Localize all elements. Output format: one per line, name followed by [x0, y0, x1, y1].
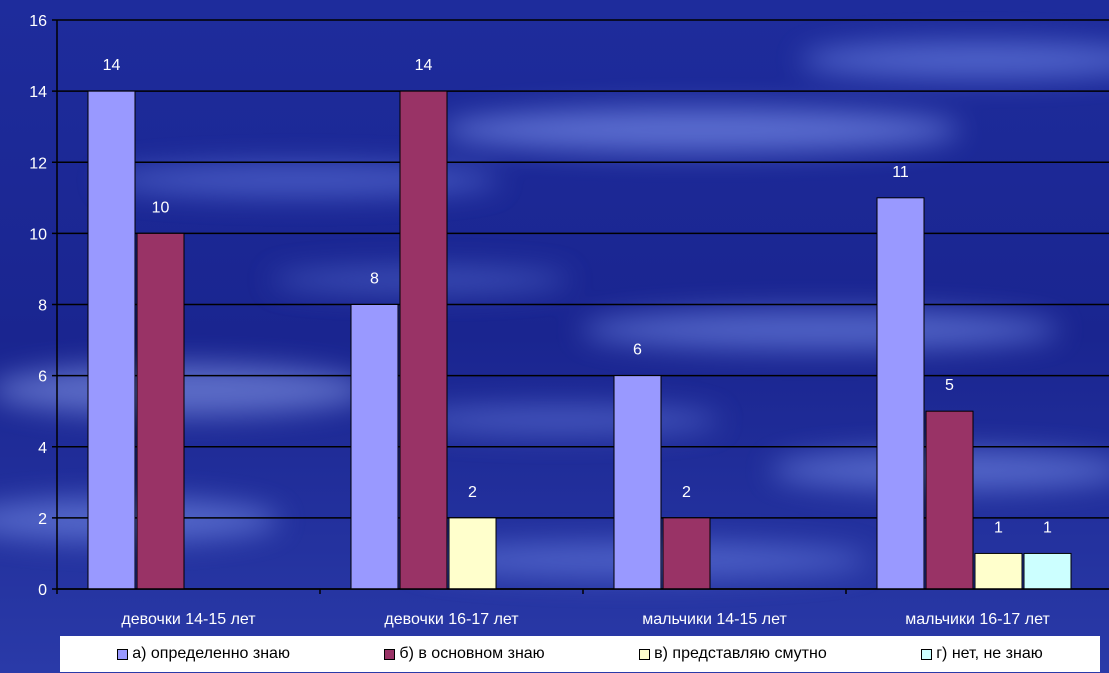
legend-swatch [639, 648, 651, 660]
legend-label: г) нет, не знаю [936, 645, 1043, 662]
data-label: 2 [468, 484, 477, 501]
data-label: 1 [994, 519, 1003, 536]
data-label: 5 [945, 377, 954, 394]
data-label: 2 [682, 484, 691, 501]
y-tick-label: 14 [29, 84, 47, 101]
legend-item: г) нет, не знаю [921, 645, 1043, 663]
x-tick-label: мальчики 16-17 лет [905, 611, 1050, 628]
bar [448, 517, 497, 590]
data-label: 11 [892, 164, 909, 181]
y-tick-label: 0 [38, 582, 47, 599]
x-tick-label: девочки 14-15 лет [121, 611, 256, 628]
data-label: 8 [370, 271, 379, 288]
y-tick-label: 8 [38, 298, 47, 315]
y-tick-label: 16 [29, 13, 47, 30]
x-axis: девочки 14-15 лет девочки 16-17 лет мальчи… [56, 588, 1109, 628]
bar [925, 410, 974, 590]
y-axis: 0 2 4 6 8 10 12 14 16 [29, 13, 58, 599]
legend-item: в) представляю смутно [639, 645, 827, 663]
legend-label: в) представляю смутно [654, 645, 827, 662]
y-tick-label: 4 [38, 440, 47, 457]
legend: а) определенно знаю б) в основном знаю в… [60, 636, 1100, 672]
legend-item: а) определенно знаю [117, 645, 290, 663]
legend-label: б) в основном знаю [399, 645, 545, 662]
bar [399, 90, 448, 590]
bar [613, 375, 662, 590]
bar [662, 517, 711, 590]
data-label: 14 [415, 57, 433, 74]
bar [876, 197, 925, 590]
bar [974, 552, 1023, 590]
y-tick-label: 10 [29, 226, 47, 243]
data-label: 14 [103, 57, 121, 74]
y-tick-label: 2 [38, 511, 47, 528]
bar [1023, 552, 1072, 590]
legend-swatch [384, 648, 396, 660]
legend-swatch [117, 648, 129, 660]
x-tick-label: девочки 16-17 лет [384, 611, 519, 628]
y-tick-label: 6 [38, 369, 47, 386]
bar [350, 304, 399, 590]
bar [87, 90, 136, 590]
legend-item: б) в основном знаю [384, 645, 545, 663]
bar [136, 232, 185, 590]
x-tick-label: мальчики 14-15 лет [642, 611, 787, 628]
y-tick-label: 12 [29, 155, 47, 172]
data-label: 10 [152, 199, 170, 216]
legend-swatch [921, 648, 933, 660]
data-label: 1 [1043, 519, 1052, 536]
legend-label: а) определенно знаю [132, 645, 290, 662]
data-label: 6 [633, 342, 642, 359]
